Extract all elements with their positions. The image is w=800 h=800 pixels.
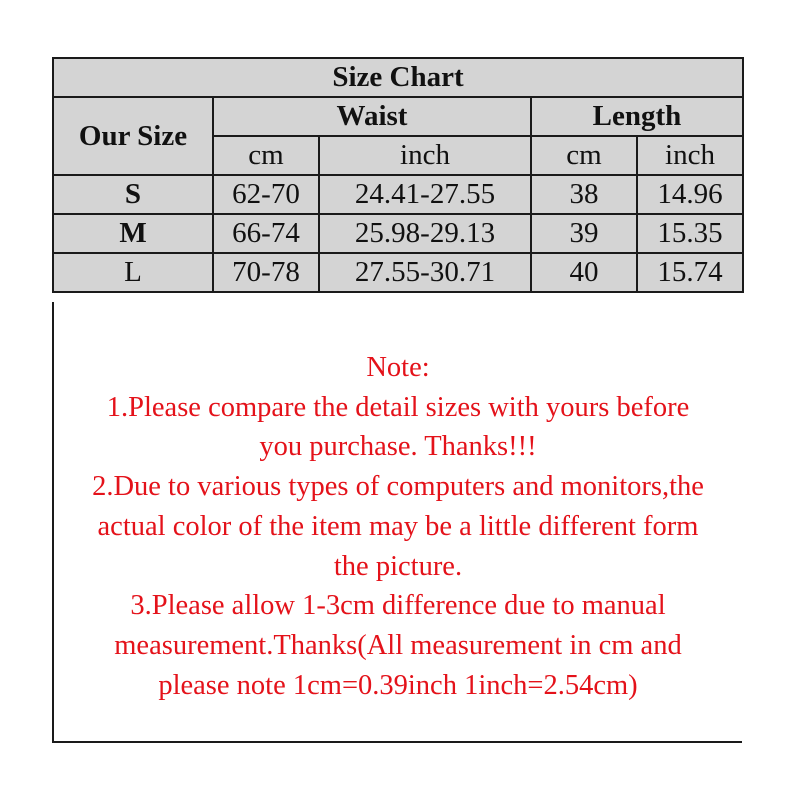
size-cell: M (52, 213, 214, 254)
note-text: Note: 1.Please compare the detail sizes … (54, 348, 742, 705)
note-line: please note 1cm=0.39inch 1inch=2.54cm) (158, 669, 638, 701)
note-line: actual color of the item may be a little… (97, 510, 699, 542)
size-chart-title: Size Chart (52, 57, 744, 98)
size-cell: S (52, 174, 214, 215)
note-line: you purchase. Thanks!!! (259, 431, 537, 463)
length-cm-cell: 39 (530, 213, 638, 254)
length-cm-cell: 38 (530, 174, 638, 215)
our-size-header: Our Size (52, 96, 214, 176)
length-inch-cell: 14.96 (636, 174, 744, 215)
waist-cm-cell: 70-78 (212, 252, 320, 293)
waist-inch-cell: 27.55-30.71 (318, 252, 532, 293)
table-row: S 62-70 24.41-27.55 38 14.96 (52, 174, 744, 215)
unit-header: cm (530, 135, 638, 176)
size-chart-table: Size Chart Our Size Waist Length cm inch… (52, 57, 744, 293)
unit-header: cm (212, 135, 320, 176)
waist-inch-cell: 24.41-27.55 (318, 174, 532, 215)
waist-inch-cell: 25.98-29.13 (318, 213, 532, 254)
length-inch-cell: 15.74 (636, 252, 744, 293)
note-line: 1.Please compare the detail sizes with y… (106, 391, 690, 423)
note-heading: Note: (366, 352, 430, 383)
length-header: Length (530, 96, 744, 137)
waist-cm-cell: 62-70 (212, 174, 320, 215)
length-cm-cell: 40 (530, 252, 638, 293)
note-box: Note: 1.Please compare the detail sizes … (52, 302, 742, 743)
table-row: M 66-74 25.98-29.13 39 15.35 (52, 213, 744, 254)
table-row: L 70-78 27.55-30.71 40 15.74 (52, 252, 744, 293)
waist-header: Waist (212, 96, 532, 137)
note-line: the picture. (333, 550, 463, 582)
length-inch-cell: 15.35 (636, 213, 744, 254)
note-line: 2.Due to various types of computers and … (92, 471, 704, 503)
unit-header: inch (318, 135, 532, 176)
note-line: measurement.Thanks(All measurement in cm… (114, 629, 682, 661)
waist-cm-cell: 66-74 (212, 213, 320, 254)
note-line: 3.Please allow 1-3cm difference due to m… (130, 590, 666, 622)
size-cell: L (52, 252, 214, 293)
unit-header: inch (636, 135, 744, 176)
